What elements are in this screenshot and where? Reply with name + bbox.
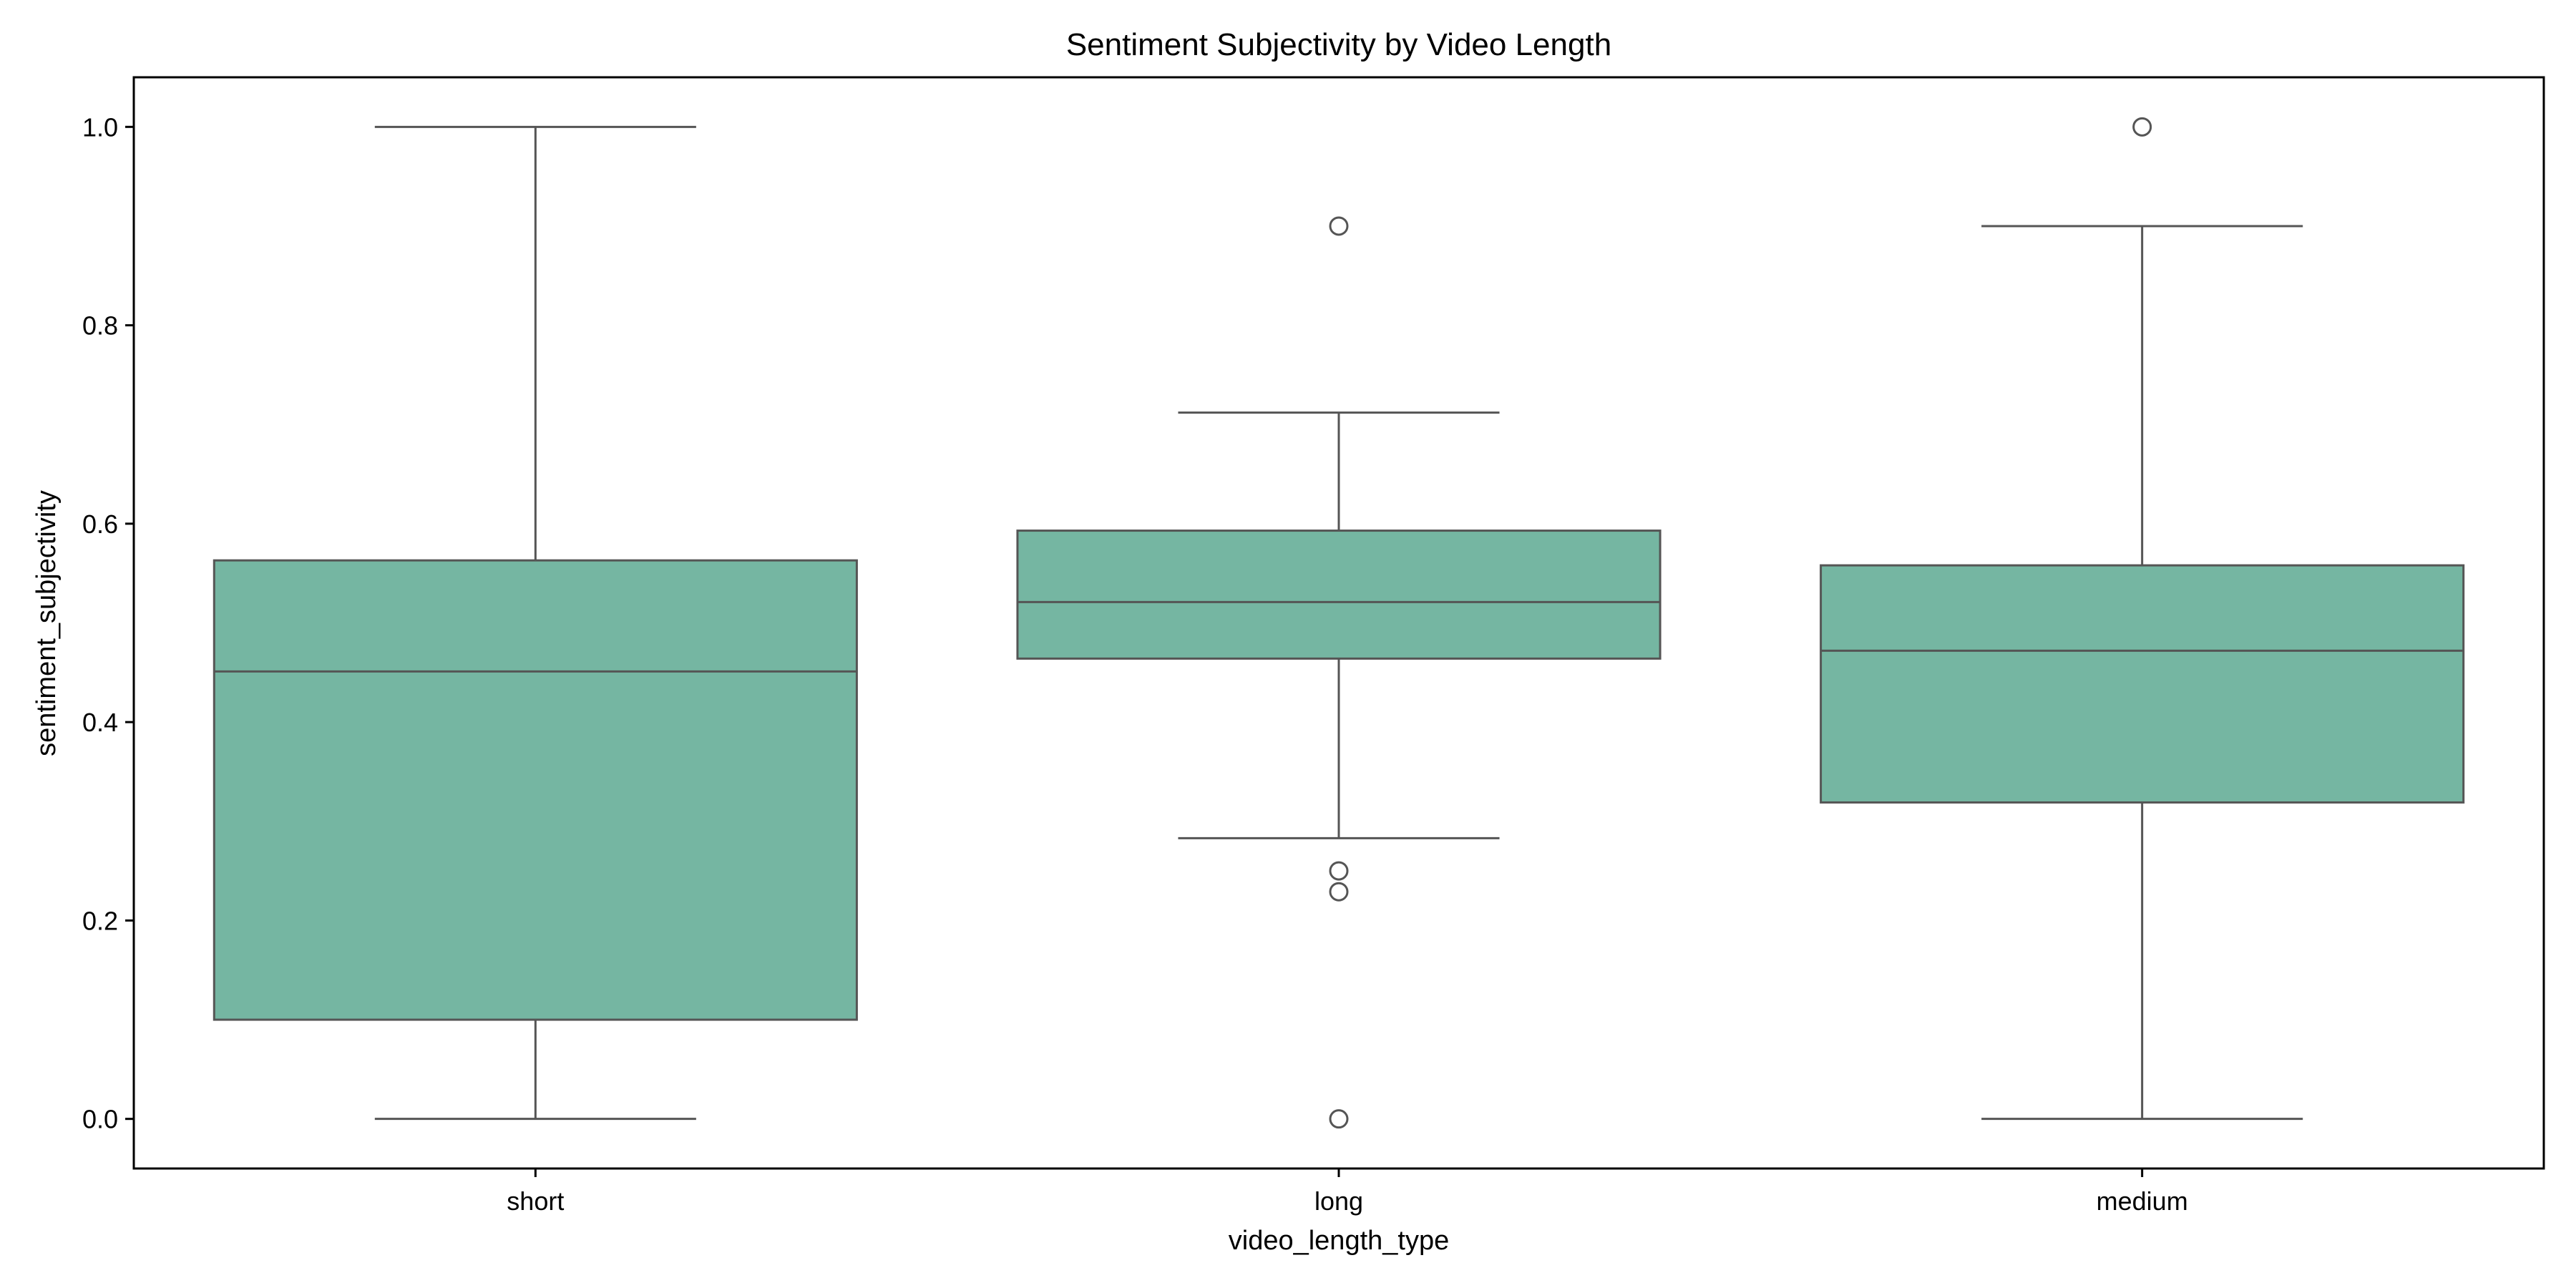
box-iqr — [1820, 564, 2465, 804]
y-tick-label: 0.6 — [82, 509, 118, 539]
y-tick-label: 0.2 — [82, 906, 118, 935]
y-tick-label: 1.0 — [82, 112, 118, 142]
y-tick-label: 0.4 — [82, 708, 118, 737]
axes: 0.0 0.2 0.4 0.6 0.8 1.0 short long medium — [82, 112, 2188, 1216]
outlier-point — [1329, 1109, 1349, 1129]
x-axis-label: video_length_type — [1229, 1226, 1449, 1256]
x-tick-label: long — [1314, 1186, 1363, 1216]
x-tick-label: short — [507, 1186, 564, 1216]
box-group-short — [213, 125, 858, 1121]
box-iqr — [213, 559, 858, 1021]
outlier-point — [1329, 861, 1349, 881]
box-group-long — [1016, 216, 1662, 1129]
outlier-point — [1329, 882, 1349, 902]
outlier-point — [2132, 117, 2152, 137]
x-tick-label: medium — [2097, 1186, 2188, 1216]
box-iqr — [1016, 530, 1662, 660]
y-tick-label: 0.8 — [82, 311, 118, 341]
box-group-medium — [1820, 117, 2465, 1121]
chart-title: Sentiment Subjectivity by Video Length — [1066, 27, 1611, 62]
y-tick-label: 0.0 — [82, 1105, 118, 1134]
y-axis-label: sentiment_subjectivity — [31, 490, 62, 756]
plot-area — [213, 117, 2465, 1129]
outlier-point — [1329, 216, 1349, 236]
